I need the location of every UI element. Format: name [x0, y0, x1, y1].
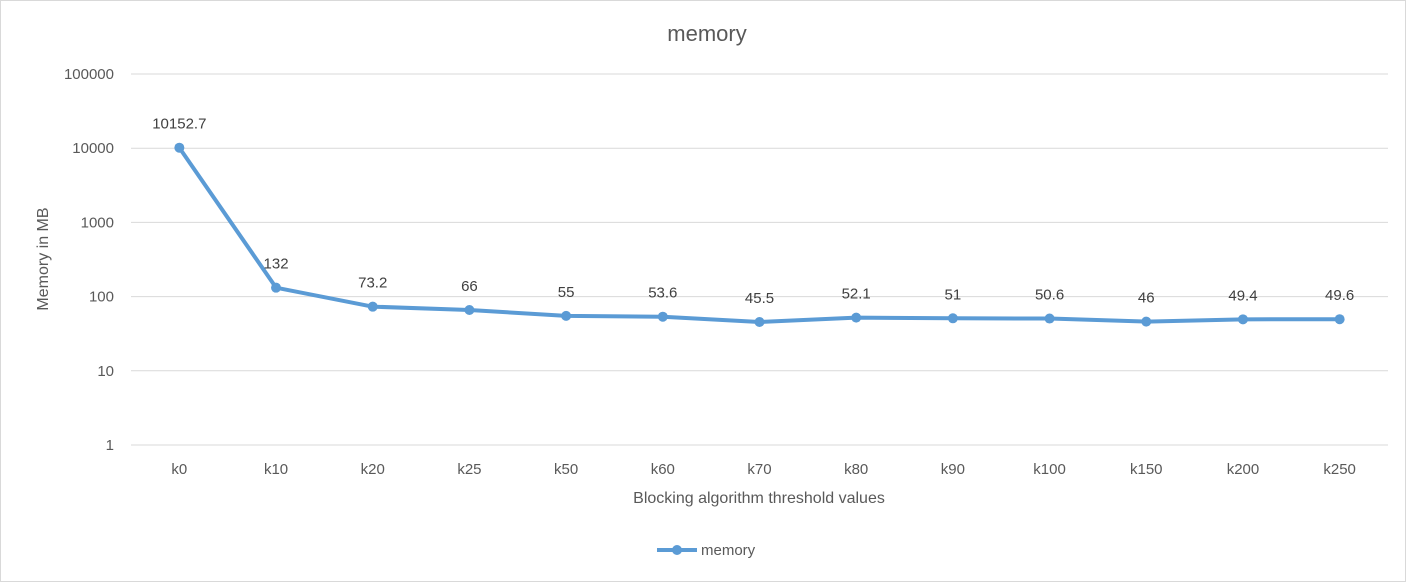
x-tick-label: k0 — [171, 461, 187, 478]
y-axis-title: Memory in MB — [35, 207, 52, 310]
x-axis-ticks: k0 k10 k20 k25 k50 k60 k70 k80 k90 k100 k150 k200 k2… — [171, 461, 1355, 478]
y-tick-label: 100 — [89, 289, 114, 306]
x-tick-label: k20 — [361, 461, 385, 478]
y-axis-ticks: 1 10 100 1000 10000 100000 — [64, 66, 114, 454]
y-tick-label: 100000 — [64, 66, 114, 83]
x-axis-title: Blocking algorithm threshold values — [633, 490, 885, 507]
data-point-k25 — [464, 304, 475, 315]
data-point-k60 — [657, 311, 668, 322]
data-label-k50: 55 — [558, 284, 575, 301]
x-tick-label: k250 — [1323, 461, 1356, 478]
data-point-k0 — [174, 142, 185, 153]
data-label-k70: 45.5 — [745, 290, 774, 307]
y-tick-label: 1000 — [81, 214, 114, 231]
legend: memory — [657, 542, 756, 559]
x-tick-label: k100 — [1033, 461, 1066, 478]
data-label-k80: 52.1 — [842, 286, 871, 303]
data-label-k0: 10152.7 — [152, 116, 206, 133]
x-tick-label: k150 — [1130, 461, 1163, 478]
series-memory — [174, 142, 1345, 327]
x-tick-label: k25 — [457, 461, 481, 478]
data-label-k60: 53.6 — [648, 285, 677, 302]
chart-title: memory — [667, 21, 746, 46]
gridlines — [131, 73, 1388, 446]
data-label-k90: 51 — [945, 286, 962, 303]
x-tick-label: k10 — [264, 461, 288, 478]
legend-point-marker — [672, 545, 682, 555]
data-labels: 10152.7 132 73.2 66 55 53.6 45.5 52.1 51 50.6 46 49… — [152, 116, 1354, 307]
data-point-k10 — [271, 282, 282, 293]
data-label-k250: 49.6 — [1325, 287, 1354, 304]
data-point-k20 — [367, 301, 378, 312]
data-point-k250 — [1334, 314, 1345, 325]
x-tick-label: k90 — [941, 461, 965, 478]
data-label-k10: 132 — [264, 256, 289, 273]
x-tick-label: k50 — [554, 461, 578, 478]
data-point-k150 — [1141, 316, 1152, 327]
data-label-k20: 73.2 — [358, 275, 387, 292]
data-point-k100 — [1044, 313, 1055, 324]
data-label-k100: 50.6 — [1035, 287, 1064, 304]
legend-label-memory: memory — [701, 542, 756, 559]
y-tick-label: 1 — [106, 437, 114, 454]
x-tick-label: k60 — [651, 461, 675, 478]
data-label-k25: 66 — [461, 278, 478, 295]
data-label-k200: 49.4 — [1228, 287, 1257, 304]
x-tick-label: k70 — [747, 461, 771, 478]
data-point-k90 — [947, 313, 958, 324]
data-point-k80 — [851, 312, 862, 323]
data-point-k200 — [1237, 314, 1248, 325]
y-tick-label: 10000 — [72, 140, 114, 157]
x-tick-label: k200 — [1227, 461, 1260, 478]
y-tick-label: 10 — [97, 363, 114, 380]
data-label-k150: 46 — [1138, 290, 1155, 307]
x-tick-label: k80 — [844, 461, 868, 478]
data-point-k50 — [561, 310, 572, 321]
data-point-k70 — [754, 316, 765, 327]
